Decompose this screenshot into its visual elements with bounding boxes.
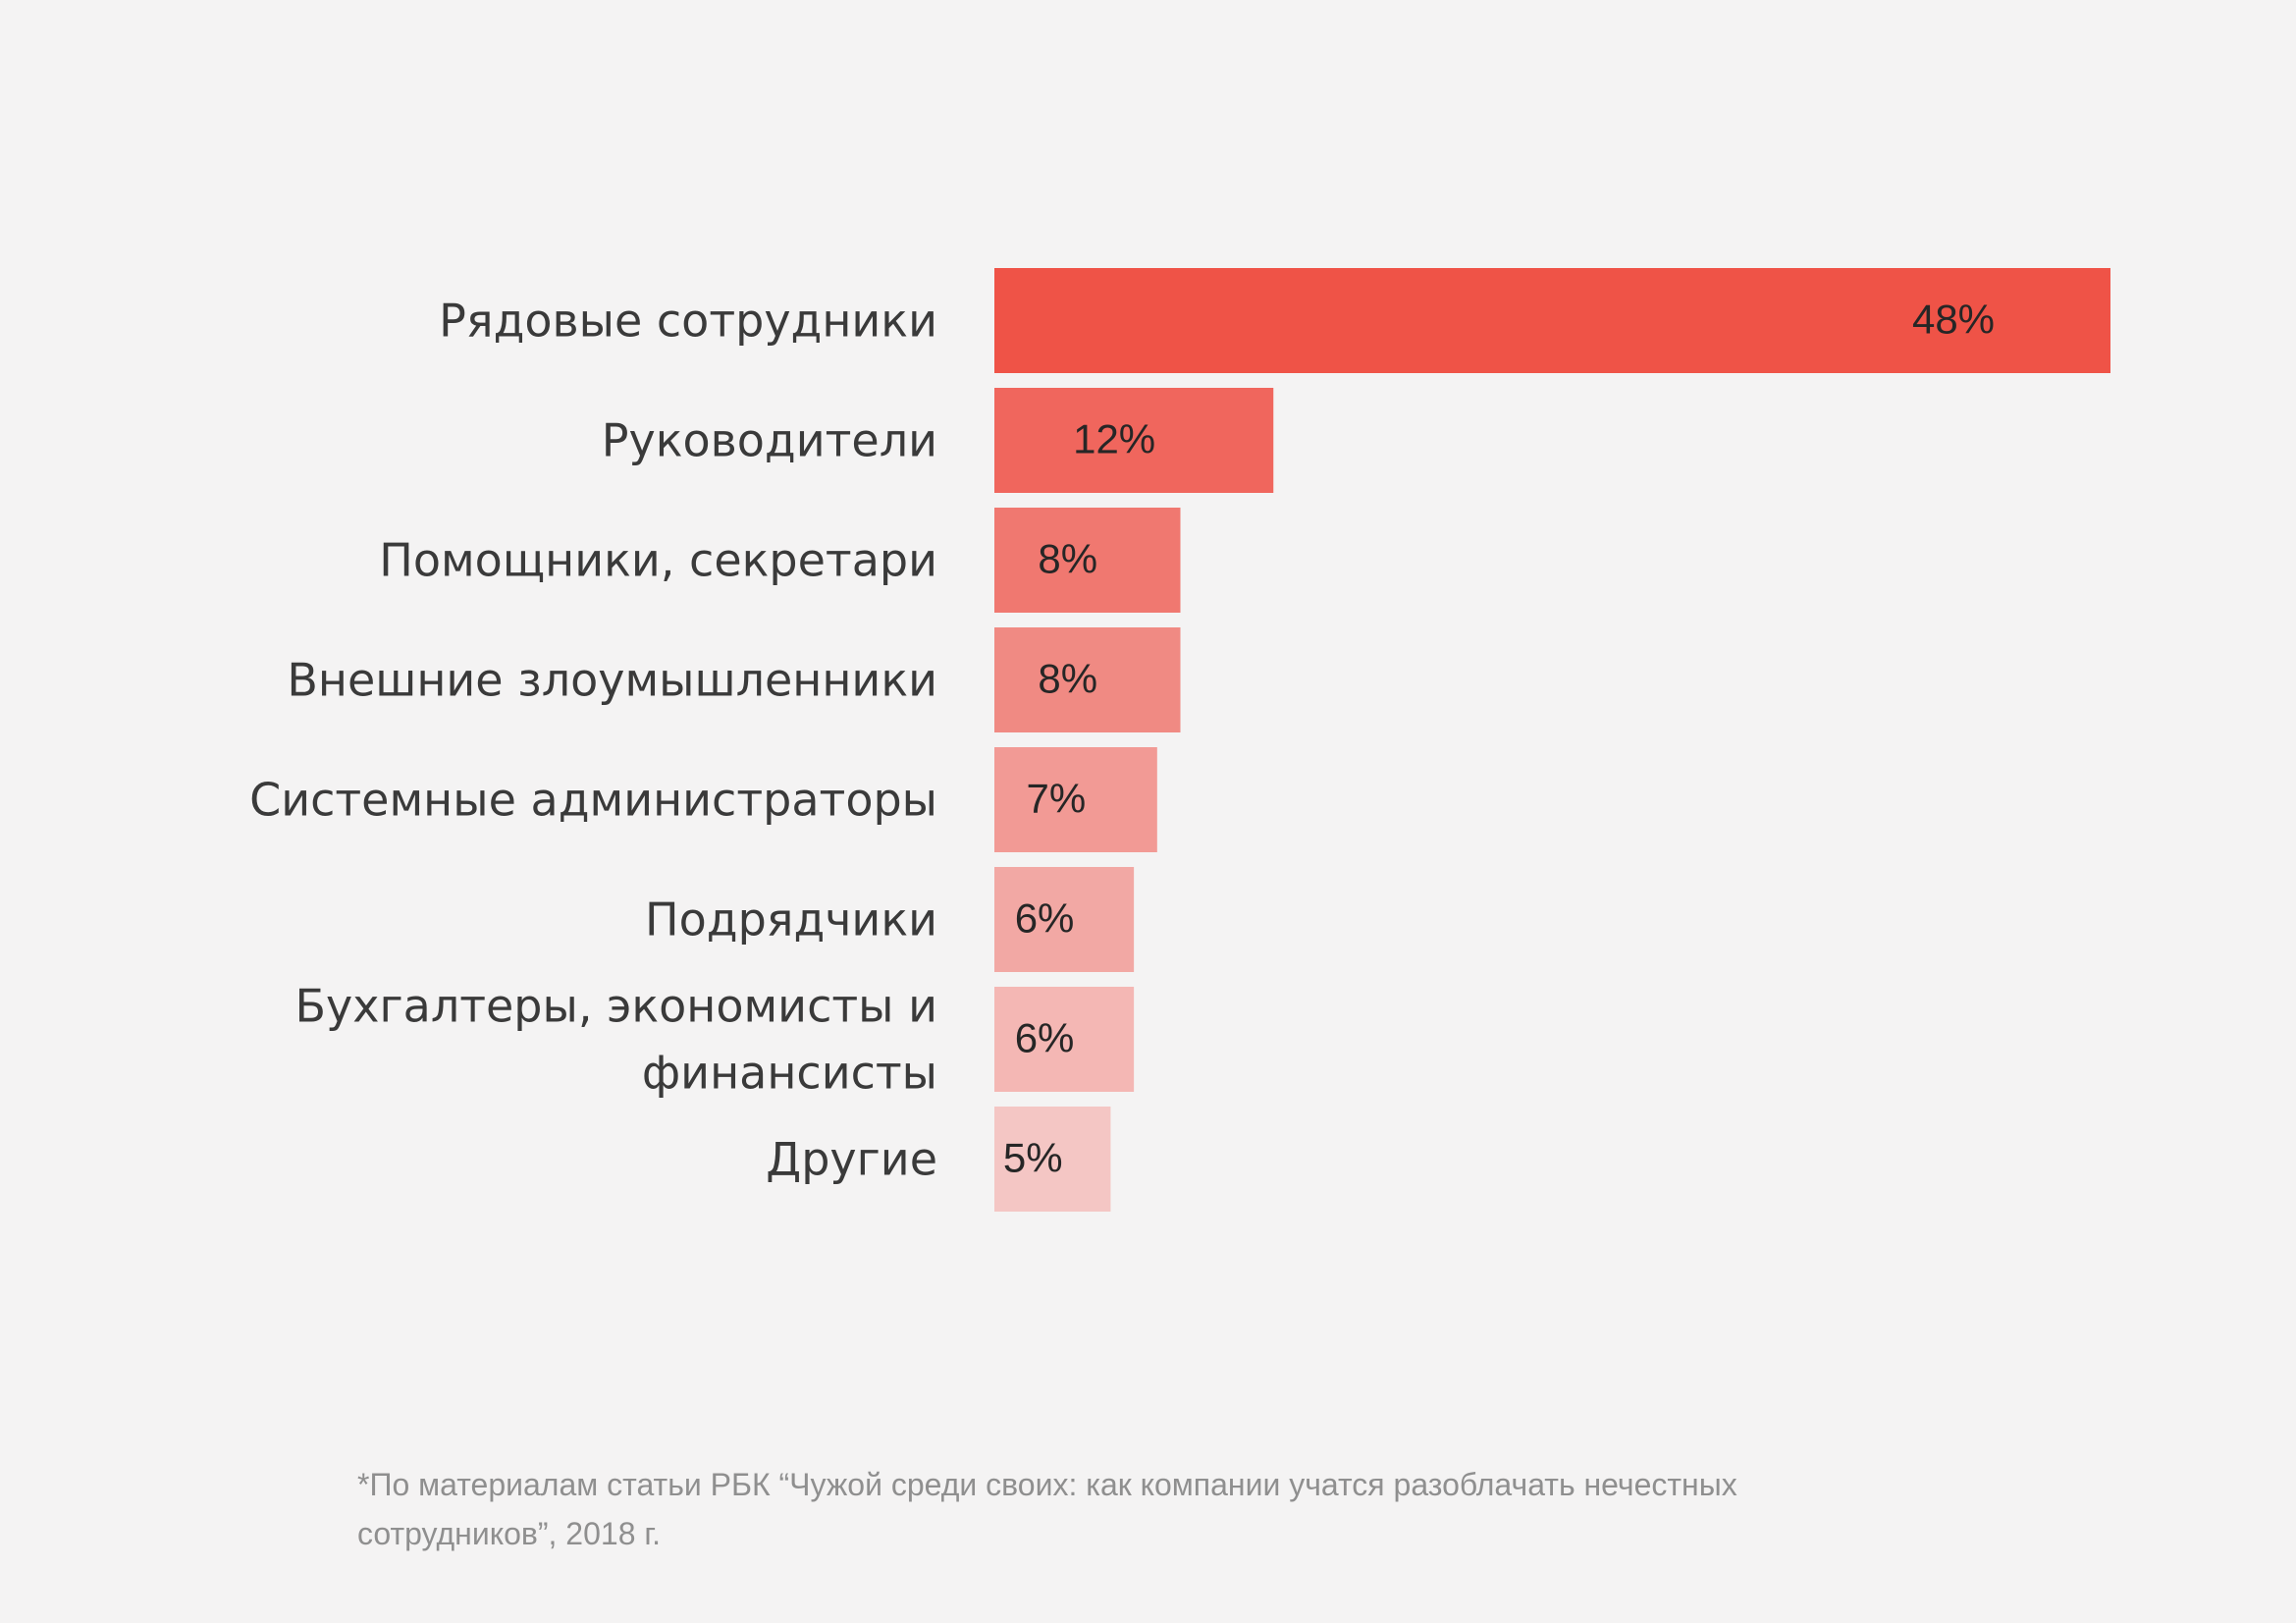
value-label-3: 8% — [1038, 536, 1097, 582]
bar-8 — [994, 1107, 1111, 1212]
value-label-2: 12% — [1073, 416, 1155, 462]
value-label-5: 7% — [1027, 776, 1087, 822]
bar-4 — [994, 627, 1181, 732]
category-label-6: Подрядчики — [645, 893, 937, 947]
value-label-8: 5% — [1003, 1135, 1063, 1181]
bar-5 — [994, 747, 1157, 852]
bar-chart: 48% Рядовые сотрудники 12% Руководители 8% По… — [249, 268, 2110, 1212]
value-label-4: 8% — [1038, 656, 1097, 702]
bar-2 — [994, 388, 1274, 493]
category-label-2: Руководители — [602, 414, 937, 467]
footnote-line-1: *По материалам статьи РБК “Чужой среди с… — [357, 1467, 1737, 1502]
value-label-7: 6% — [1015, 1015, 1075, 1061]
category-label-3: Помощники, секретари — [379, 534, 937, 587]
bar-6 — [994, 867, 1135, 972]
category-label-5: Системные администраторы — [249, 774, 937, 827]
category-label-7: Бухгалтеры, экономисты и финансисты — [294, 980, 937, 1100]
bar-3 — [994, 508, 1181, 613]
bar-1 — [994, 268, 2110, 373]
bar-7 — [994, 987, 1135, 1092]
value-label-6: 6% — [1015, 895, 1075, 942]
category-label-4: Внешние злоумышленники — [287, 654, 937, 707]
value-label-1: 48% — [1912, 297, 1995, 343]
source-footnote: *По материалам статьи РБК “Чужой среди с… — [357, 1460, 1889, 1558]
footnote-line-2: сотрудников”, 2018 г. — [357, 1516, 662, 1551]
category-label-1: Рядовые сотрудники — [439, 295, 937, 348]
category-label-8: Другие — [766, 1133, 937, 1186]
